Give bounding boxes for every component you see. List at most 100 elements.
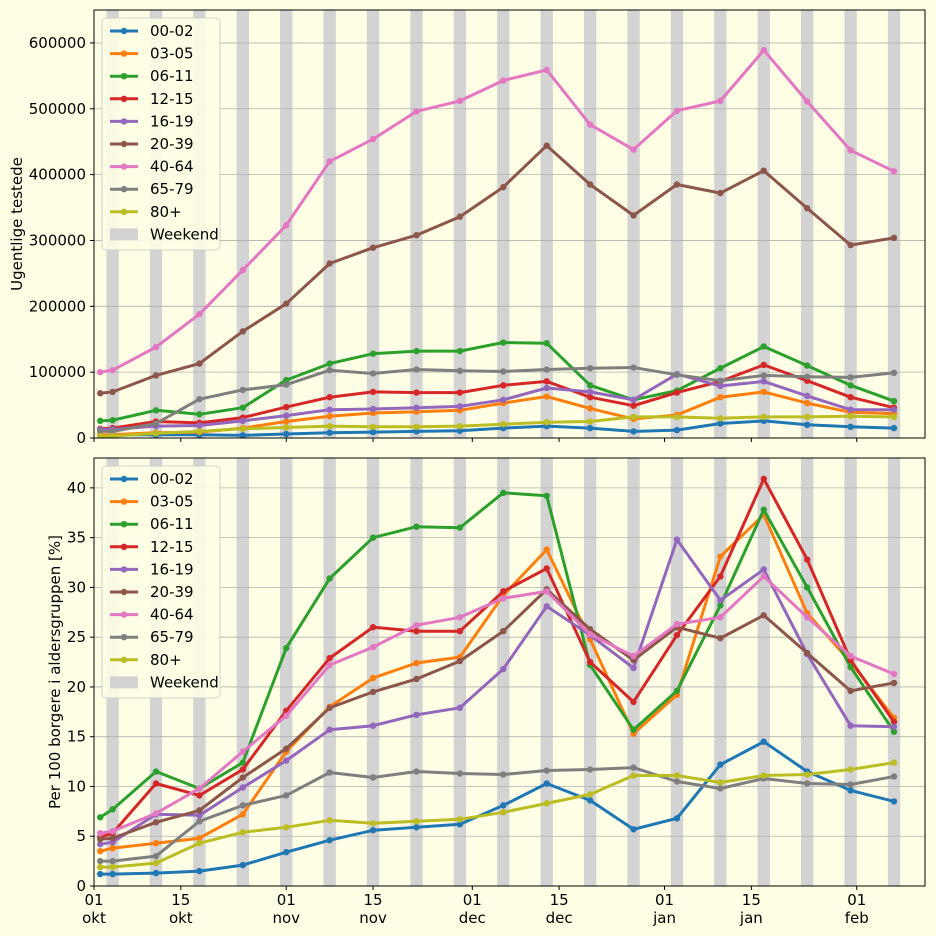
y-tick-label: 10 — [67, 777, 86, 795]
data-point — [890, 406, 898, 413]
data-point — [586, 181, 594, 188]
data-point — [326, 413, 333, 420]
weekend-band — [844, 10, 857, 438]
data-point — [760, 361, 767, 369]
data-point — [239, 811, 247, 818]
data-point — [369, 244, 377, 251]
legend-label: 20-39 — [150, 583, 194, 601]
data-point — [890, 728, 898, 735]
series-lines — [97, 475, 898, 878]
weekend-band — [887, 10, 901, 438]
data-point — [97, 368, 104, 376]
data-point — [890, 397, 898, 405]
data-point — [673, 621, 681, 628]
data-point — [413, 366, 420, 373]
data-point — [283, 848, 290, 856]
data-point — [283, 222, 290, 229]
x-tick-label-day: 15 — [364, 891, 383, 909]
data-point — [847, 781, 854, 788]
data-point — [717, 597, 724, 604]
data-point — [109, 835, 116, 842]
data-point — [196, 835, 203, 842]
data-point — [369, 135, 377, 143]
data-point — [630, 726, 637, 733]
data-point — [803, 421, 811, 429]
legend-label: 40-64 — [150, 158, 194, 176]
data-point — [543, 142, 550, 149]
weekend-band — [497, 10, 510, 438]
series-line-12-15 — [100, 363, 895, 431]
legend-label: 40-64 — [150, 606, 194, 624]
y-tick-label: 5 — [76, 827, 86, 845]
data-point — [152, 420, 160, 427]
series-line-65-79 — [100, 366, 895, 433]
data-point — [847, 652, 854, 660]
data-point — [456, 816, 464, 823]
legend-label: 00-02 — [150, 470, 194, 488]
data-point — [152, 819, 160, 826]
legend-label: 00-02 — [150, 22, 194, 40]
weekend-band — [323, 458, 336, 886]
data-point — [500, 665, 507, 673]
data-point — [543, 780, 550, 787]
data-point — [543, 767, 550, 774]
data-point — [326, 366, 333, 374]
data-point — [543, 800, 550, 807]
y-tick-label: 0 — [76, 429, 86, 447]
data-point — [152, 343, 160, 351]
data-point — [500, 396, 507, 404]
data-point — [673, 389, 681, 396]
legend: 00-02 03-05 06-11 12-15 16-19 20-39 40-64 65-79… — [101, 17, 221, 251]
data-point — [369, 827, 377, 834]
data-point — [543, 588, 550, 595]
data-point — [630, 396, 637, 404]
weekend-band — [757, 10, 770, 438]
data-point — [283, 644, 290, 652]
data-point — [543, 603, 550, 610]
data-point — [196, 311, 203, 318]
weekend-band — [540, 10, 553, 438]
data-point — [456, 213, 464, 220]
data-point — [803, 584, 811, 591]
data-point — [326, 837, 333, 844]
weekend-band — [410, 458, 423, 886]
legend-swatch-weekend — [110, 228, 138, 241]
data-point — [326, 654, 333, 662]
series-line-20-39 — [100, 587, 895, 841]
data-point — [760, 413, 767, 421]
weekend-band — [931, 458, 936, 886]
data-point — [413, 818, 420, 825]
data-point — [283, 376, 290, 384]
data-point — [500, 420, 507, 428]
data-point — [847, 687, 854, 695]
data-point — [97, 857, 104, 865]
data-point — [369, 388, 377, 396]
legend-marker — [120, 588, 128, 596]
legend-label-weekend: Weekend — [150, 225, 219, 243]
legend-marker — [120, 543, 128, 550]
data-point — [586, 797, 594, 804]
data-point — [630, 826, 637, 833]
series-line-00-02 — [100, 419, 895, 437]
data-point — [152, 869, 160, 877]
data-point — [500, 368, 507, 375]
data-point — [369, 774, 377, 781]
data-point — [326, 406, 333, 413]
data-point — [369, 624, 377, 631]
weekend-band — [236, 458, 250, 886]
data-point — [543, 492, 550, 500]
data-point — [890, 723, 898, 730]
data-point — [673, 536, 681, 543]
data-point — [239, 432, 247, 438]
weekend-band — [800, 458, 814, 886]
data-point — [630, 413, 637, 421]
data-point — [413, 231, 420, 239]
data-point — [717, 785, 724, 792]
data-point — [890, 679, 898, 687]
data-point — [326, 817, 333, 824]
series-line-12-15 — [99, 477, 896, 839]
data-point — [109, 432, 116, 438]
data-point — [630, 664, 637, 672]
data-point — [890, 759, 898, 766]
y-tick-label: 500000 — [29, 100, 86, 118]
